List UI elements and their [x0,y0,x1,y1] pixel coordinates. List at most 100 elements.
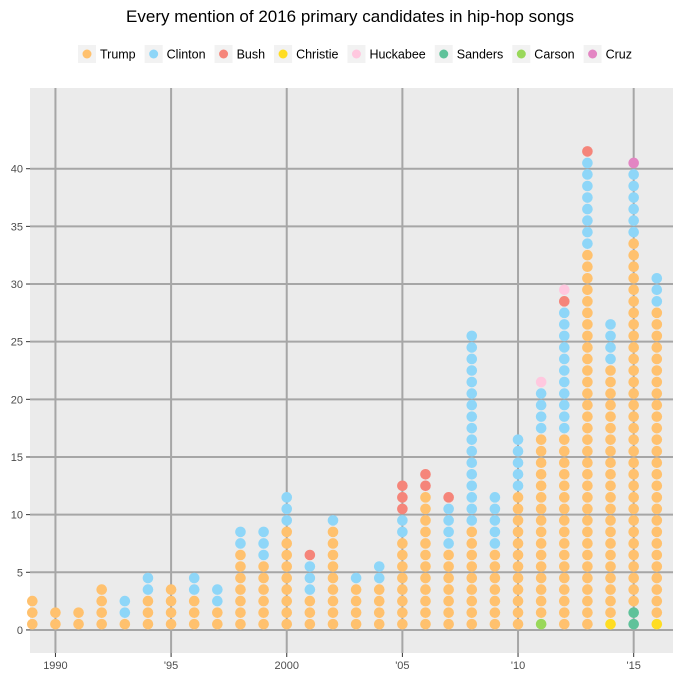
dot-1990-trump-1 [50,618,61,630]
dot-2016-trump-25 [651,330,663,342]
dot-2015-trump-6 [628,538,639,549]
dot-2014-trump-7 [605,538,616,549]
dot-2015-trump-5 [628,549,639,561]
dot-2008-clinton-7 [466,445,478,457]
dot-2015-trump-21 [628,365,639,376]
dot-2004-trump-3 [373,595,385,607]
dot-2001-clinton-2 [304,572,316,584]
dot-2002-trump-1 [327,618,339,630]
dot-2006-trump-2 [420,607,431,618]
dot-2015-clinton-5 [628,180,639,192]
dot-2016-clinton-2 [651,284,663,296]
dot-2013-trump-27 [582,319,593,330]
dot-2016-trump-15 [651,445,663,457]
dot-2015-trump-27 [628,296,639,307]
dot-2008-clinton-16 [466,342,478,353]
dot-2012-trump-1 [558,618,570,630]
dot-2009-clinton-4 [489,503,501,515]
dot-2012-clinton-7 [558,353,570,365]
dot-2012-clinton-4 [558,388,570,399]
dot-2009-clinton-5 [489,492,501,503]
dot-1992-trump-3 [96,595,108,607]
dot-1998-trump-5 [235,572,246,584]
dot-2012-clinton-1 [558,422,570,434]
dot-2014-clinton-2 [605,342,616,353]
dot-2013-clinton-2 [582,226,593,238]
legend-label-trump: Trump [100,48,136,62]
dot-2006-trump-12 [420,492,431,503]
dot-2016-trump-13 [651,468,663,480]
dot-2014-trump-15 [605,445,616,457]
dot-2014-trump-4 [605,572,616,584]
legend-swatch-bush [219,49,229,59]
dot-2016-clinton-1 [651,296,663,307]
dot-2011-trump-6 [535,549,547,561]
dot-2014-trump-19 [605,399,616,411]
dot-2011-trump-12 [535,480,547,492]
dot-2005-bush-2 [397,492,408,503]
dot-2000-trump-5 [281,572,293,584]
dot-2009-clinton-2 [489,526,501,538]
dot-2014-clinton-3 [605,330,616,342]
dot-2012-clinton-3 [558,399,570,411]
dot-2014-trump-11 [605,492,616,503]
dot-2013-trump-33 [582,249,593,261]
dot-1995-trump-3 [165,595,177,607]
dot-1999-clinton-1 [258,549,269,561]
dot-2014-trump-18 [605,411,616,422]
dot-2014-clinton-1 [605,353,616,365]
x-tick-label-1995: '95 [164,660,178,672]
dot-2005-trump-3 [397,595,408,607]
dot-2016-trump-6 [651,549,663,561]
dot-1992-trump-1 [96,618,108,630]
dot-2010-trump-11 [512,503,524,515]
dot-2002-trump-4 [327,584,339,595]
dot-2015-trump-13 [628,457,639,469]
dot-2012-clinton-10 [558,319,570,330]
dot-2012-clinton-11 [558,307,570,319]
dot-2009-trump-2 [489,607,501,618]
dot-2002-trump-8 [327,538,339,549]
dot-2011-clinton-3 [535,399,547,411]
dot-2016-trump-7 [651,538,663,549]
legend-swatch-carson [516,49,526,59]
dot-2012-trump-9 [558,526,570,538]
dot-2009-trump-7 [489,549,501,561]
dot-2011-trump-2 [535,595,547,607]
dot-2006-trump-8 [420,538,431,549]
dot-2008-clinton-6 [466,457,478,469]
dot-2016-trump-22 [651,365,663,376]
dot-2013-trump-3 [582,595,593,607]
dot-2015-trump-3 [628,572,639,584]
dot-2010-clinton-3 [512,457,524,469]
dot-2010-trump-4 [512,584,524,595]
dot-2015-trump-10 [628,492,639,503]
chart-title: Every mention of 2016 primary candidates… [126,7,574,26]
dot-2007-trump-7 [443,549,454,561]
dot-2016-trump-11 [651,492,663,503]
dot-2014-trump-2 [605,595,616,607]
dot-2008-clinton-12 [466,388,478,399]
dot-2005-bush-3 [397,480,408,492]
dot-2009-trump-6 [489,561,501,572]
dot-2002-trump-5 [327,572,339,584]
dot-2011-trump-15 [535,445,547,457]
dot-2004-trump-1 [373,618,385,630]
dot-2001-clinton-3 [304,561,316,572]
dot-2016-trump-27 [651,307,663,319]
dot-2012-trump-7 [558,549,570,561]
dot-2002-trump-9 [327,526,339,538]
dot-2014-trump-6 [605,549,616,561]
dot-1994-trump-2 [142,607,154,618]
dot-2012-trump-15 [558,457,570,469]
dot-1994-trump-1 [142,618,154,630]
dot-2011-trump-7 [535,538,547,549]
dot-2001-bush-1 [304,549,316,561]
dot-2002-trump-7 [327,549,339,561]
dot-2011-trump-9 [535,515,547,526]
dot-2012-clinton-6 [558,365,570,376]
dot-2013-trump-25 [582,342,593,353]
legend-swatch-clinton [149,49,159,59]
dot-2010-trump-9 [512,526,524,538]
